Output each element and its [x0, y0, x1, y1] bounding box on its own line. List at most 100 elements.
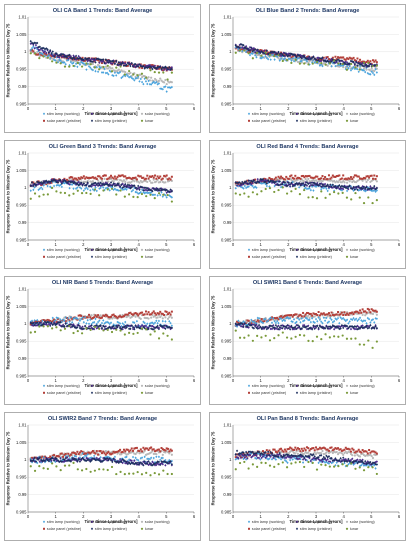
- legend-marker: [90, 391, 94, 395]
- data-point: [320, 459, 323, 462]
- data-point: [281, 53, 284, 57]
- data-point: [150, 66, 153, 69]
- data-point: [153, 330, 156, 333]
- data-point: [128, 312, 131, 315]
- data-point: [162, 71, 165, 74]
- y-tick-label: 0.995: [221, 339, 232, 344]
- data-point: [285, 192, 289, 195]
- data-point: [38, 187, 41, 191]
- data-point: [159, 450, 162, 453]
- data-point: [124, 450, 127, 453]
- legend-label: solar panel (pristine): [47, 255, 82, 259]
- data-point: [107, 451, 110, 454]
- data-point: [295, 177, 298, 180]
- data-point: [102, 450, 105, 453]
- data-point: [347, 313, 350, 316]
- data-point: [325, 313, 328, 316]
- data-point: [107, 59, 110, 62]
- data-point: [278, 456, 281, 460]
- data-point: [68, 454, 71, 457]
- data-point: [111, 176, 114, 179]
- data-point: [264, 49, 267, 52]
- data-point: [38, 321, 41, 324]
- x-tick-label: 0: [27, 106, 30, 111]
- data-point: [338, 327, 341, 331]
- data-point: [140, 456, 144, 459]
- data-point: [285, 58, 289, 62]
- data-point: [237, 456, 240, 460]
- chart-title: OLI SWIR2 Band 7 Trends: Band Average: [48, 416, 157, 422]
- data-point: [321, 180, 324, 183]
- data-point: [157, 67, 160, 70]
- data-point: [281, 324, 284, 327]
- data-point: [291, 448, 294, 451]
- data-point: [142, 463, 145, 467]
- data-point: [239, 323, 243, 326]
- data-point: [345, 189, 349, 193]
- data-point: [107, 72, 110, 76]
- data-point: [108, 457, 111, 460]
- data-point: [72, 324, 75, 328]
- data-point: [281, 186, 284, 189]
- data-point: [71, 180, 74, 184]
- data-point: [153, 188, 157, 192]
- data-point: [168, 190, 171, 194]
- data-point: [93, 454, 96, 458]
- chart-panel: OLI Blue Band 2 Trends: Band Average 0.98…: [209, 4, 406, 133]
- chart-title: OLI SWIR1 Band 6 Trends: Band Average: [253, 280, 362, 286]
- data-point: [128, 472, 131, 475]
- data-point: [104, 313, 107, 316]
- legend-marker: [247, 384, 251, 388]
- data-point: [361, 308, 364, 311]
- data-point: [325, 316, 328, 320]
- data-point: [320, 177, 323, 180]
- data-point: [343, 448, 346, 451]
- data-point: [340, 59, 344, 62]
- data-point: [331, 461, 334, 464]
- data-point: [370, 174, 373, 177]
- legend-marker: [43, 255, 45, 258]
- data-point: [353, 174, 356, 177]
- data-point: [80, 317, 83, 321]
- data-point: [88, 451, 91, 454]
- data-point: [290, 337, 293, 340]
- data-point: [100, 58, 104, 62]
- data-point: [251, 52, 254, 56]
- data-point: [246, 182, 249, 185]
- data-point: [331, 313, 334, 316]
- data-point: [252, 326, 255, 330]
- legend-label: stim lamp (backup): [300, 112, 333, 116]
- y-tick-label: 0.995: [16, 203, 27, 208]
- data-point: [100, 179, 104, 182]
- data-point: [137, 325, 140, 329]
- data-point: [51, 456, 54, 460]
- data-point: [338, 56, 341, 59]
- data-point: [78, 177, 81, 180]
- data-point: [362, 176, 365, 179]
- chart-title: OLI Blue Band 2 Trends: Band Average: [256, 8, 360, 14]
- data-point: [307, 314, 310, 317]
- x-tick-label: 4: [137, 378, 140, 383]
- data-point: [110, 453, 113, 456]
- data-point: [308, 316, 311, 319]
- data-point: [348, 312, 351, 315]
- data-point: [241, 453, 244, 457]
- data-point: [331, 174, 334, 177]
- data-point: [103, 456, 106, 460]
- data-point: [72, 56, 75, 59]
- data-point: [317, 60, 320, 63]
- data-point: [76, 468, 79, 471]
- data-point: [143, 313, 146, 316]
- legend-label: lunar: [145, 391, 154, 395]
- data-point: [345, 181, 349, 184]
- data-point: [155, 452, 158, 456]
- data-point: [166, 317, 170, 320]
- data-point: [357, 60, 360, 63]
- data-point: [121, 315, 124, 318]
- data-point: [102, 59, 105, 63]
- data-point: [335, 318, 338, 321]
- data-point: [329, 460, 332, 464]
- data-point: [316, 448, 319, 451]
- data-point: [121, 75, 124, 79]
- data-point: [111, 62, 114, 65]
